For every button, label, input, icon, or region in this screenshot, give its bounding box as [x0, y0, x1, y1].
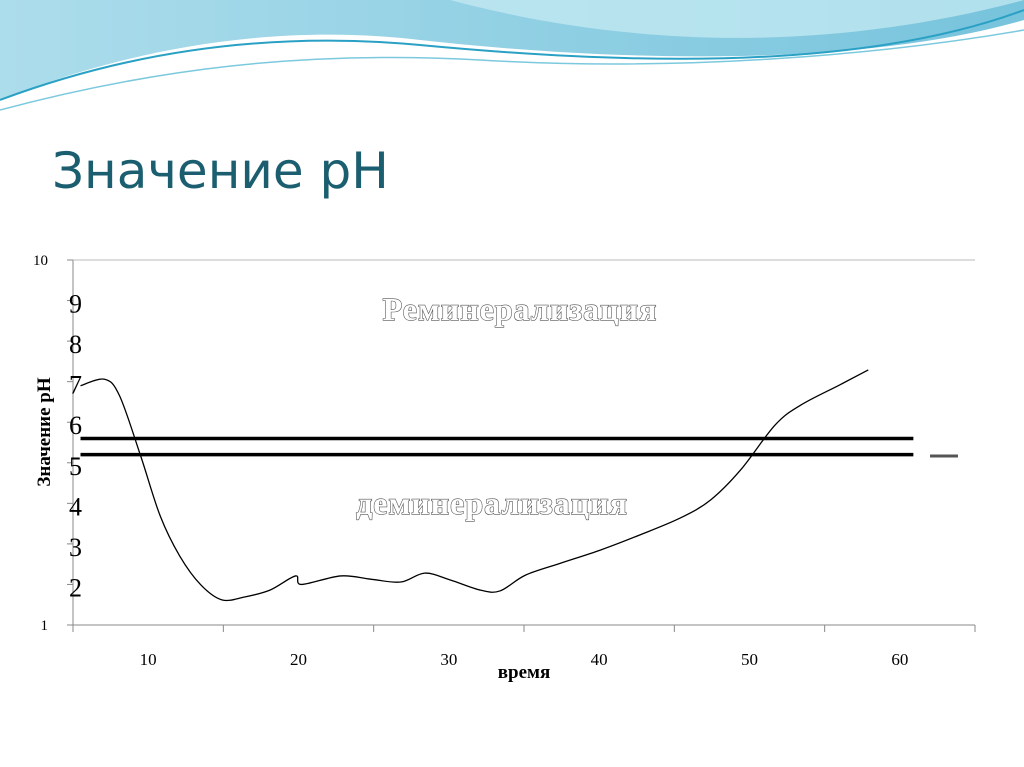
plot: 1 2 3 4 5 6 7 8 9 10 10 20 30 40 50 60: [33, 253, 976, 669]
y-tick-label: 1: [41, 618, 49, 634]
x-tick-label: 10: [140, 650, 157, 669]
x-tick-label: 60: [891, 650, 908, 669]
annotation: деминерализация: [356, 485, 628, 521]
header-wave: [0, 0, 1024, 111]
x-tick-label: 40: [591, 650, 608, 669]
y-tick-label: 6: [69, 411, 82, 440]
y-axis-label: Значение рН: [34, 377, 55, 487]
x-axis-label: время: [498, 662, 550, 683]
y-tick-label: 3: [69, 533, 82, 562]
y-tick-label: 8: [69, 330, 82, 359]
x-tick-label: 30: [440, 650, 457, 669]
x-tick-label: 20: [290, 650, 307, 669]
slide-title: Значение рН: [52, 142, 389, 200]
y-tick-label: 9: [69, 290, 82, 319]
y-tick-label: 7: [69, 371, 82, 400]
y-tick-label: 2: [69, 573, 82, 602]
y-tick-label: 10: [33, 253, 48, 269]
y-tick-label: 5: [69, 452, 82, 481]
x-tick-label: 50: [741, 650, 758, 669]
data-line: [80, 369, 869, 602]
annotation: Реминерализация: [383, 291, 658, 327]
y-tick-label: 4: [69, 492, 82, 521]
